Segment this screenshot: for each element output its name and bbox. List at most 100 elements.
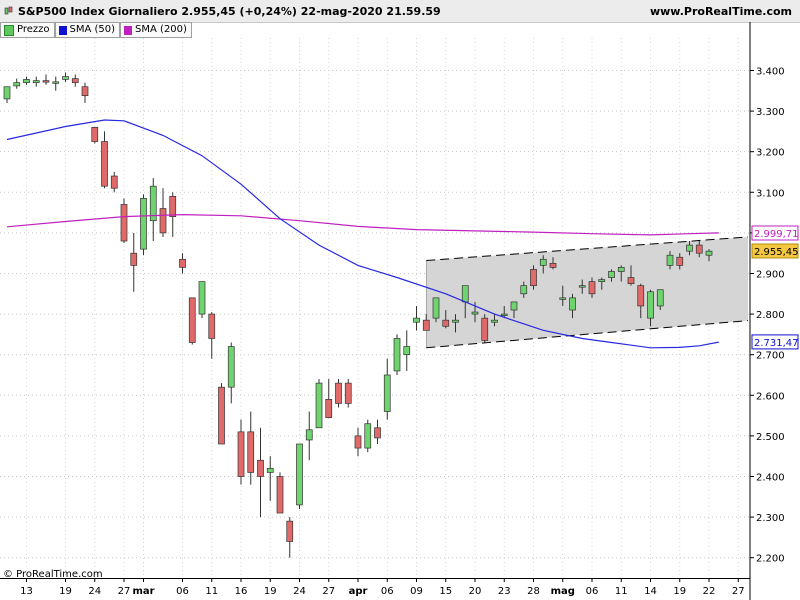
candle-body [422, 319, 430, 331]
candle-body [695, 244, 703, 254]
price-label-text: 2.955,45 [754, 247, 799, 258]
candle-body [13, 82, 21, 87]
title-bar: S&P500 Index Giornaliero 2.955,45 (+0,24… [0, 0, 800, 23]
candle [549, 257, 557, 270]
candle-body [81, 86, 89, 97]
candle-body [52, 81, 60, 84]
channel-lower-line[interactable] [426, 320, 749, 349]
candle [413, 305, 420, 331]
candle-body [608, 271, 615, 278]
legend-label: SMA (50) [69, 24, 116, 35]
candle-body [656, 289, 664, 307]
site-link[interactable]: www.ProRealTime.com [649, 5, 792, 18]
candle-body [3, 86, 11, 100]
candle-body [520, 285, 528, 295]
candle-body [149, 185, 157, 222]
x-tick-label: mar [132, 586, 154, 597]
price-label-box [751, 243, 799, 259]
candle-body [71, 78, 79, 84]
candle-body [539, 258, 547, 266]
x-tick-label: 20 [469, 586, 482, 597]
candle-body [569, 297, 576, 311]
legend-label: SMA (200) [135, 24, 187, 35]
candle [218, 383, 225, 445]
candle-body [627, 277, 635, 284]
candle [344, 379, 352, 408]
candle [237, 419, 245, 485]
candle [422, 314, 430, 331]
candle [559, 285, 567, 306]
candle-body [432, 297, 440, 319]
candle [666, 251, 674, 270]
copyright: © ProRealTime.com [3, 569, 103, 580]
legend-item-sma200[interactable]: SMA (200) [120, 22, 192, 38]
candle [149, 178, 157, 242]
price-label-box [751, 334, 799, 350]
candle-body [705, 250, 713, 256]
candle-body [442, 319, 450, 327]
candle [13, 78, 21, 89]
candle [403, 330, 411, 371]
candle [705, 249, 713, 262]
y-tick-label: 2.300 [756, 513, 785, 524]
sma50-line [6, 119, 719, 349]
candlestick-icon [4, 6, 13, 15]
candle [23, 76, 30, 85]
sma200-swatch-icon [124, 25, 133, 35]
candle-body [383, 374, 391, 412]
candle [354, 427, 362, 457]
candle-body [23, 79, 30, 84]
candle [530, 265, 537, 290]
candle [198, 281, 206, 319]
candle-body [188, 297, 196, 343]
candle [393, 334, 401, 375]
candle-body [296, 443, 303, 506]
candle [32, 76, 40, 87]
candle [686, 241, 693, 256]
candle-body [227, 346, 235, 388]
y-tick-label: 2.400 [756, 472, 785, 483]
x-tick-label: 27 [322, 586, 335, 597]
candle-body [42, 80, 50, 83]
x-tick-label: 22 [703, 586, 716, 597]
candle [647, 289, 654, 327]
candle-body [179, 258, 186, 268]
candle [276, 472, 284, 514]
candle [266, 456, 274, 501]
candle-body [461, 285, 469, 303]
y-tick-label: 2.500 [756, 432, 785, 443]
candle-body [120, 204, 128, 242]
price-swatch-icon [4, 24, 14, 36]
candle-body [110, 175, 118, 189]
candle-body [286, 520, 294, 542]
candle [130, 232, 138, 292]
candle [208, 312, 216, 359]
candle-body [452, 319, 459, 323]
legend-item-price[interactable]: Prezzo [0, 22, 55, 38]
candle-body [344, 382, 352, 404]
channel-upper-line[interactable] [426, 236, 749, 261]
x-tick-label: 19 [673, 586, 686, 597]
candle-body [588, 281, 596, 295]
candle [481, 314, 489, 343]
candle-body [617, 267, 625, 272]
candle [539, 255, 547, 274]
y-tick-label: 2.700 [756, 351, 785, 362]
candle [520, 281, 528, 298]
x-tick-label: 16 [235, 586, 248, 597]
candle-body [686, 244, 693, 252]
candle [305, 411, 313, 461]
legend-item-sma50[interactable]: SMA (50) [54, 22, 121, 38]
y-tick-label: 3.400 [756, 66, 785, 77]
x-tick-label: 11 [205, 586, 218, 597]
y-tick-label: 2.800 [756, 310, 785, 321]
candle [120, 198, 128, 244]
x-tick-label: 28 [527, 586, 540, 597]
candle [656, 289, 664, 311]
candle [227, 342, 235, 404]
candle [491, 314, 498, 327]
candle [695, 241, 703, 258]
candle [101, 131, 108, 189]
